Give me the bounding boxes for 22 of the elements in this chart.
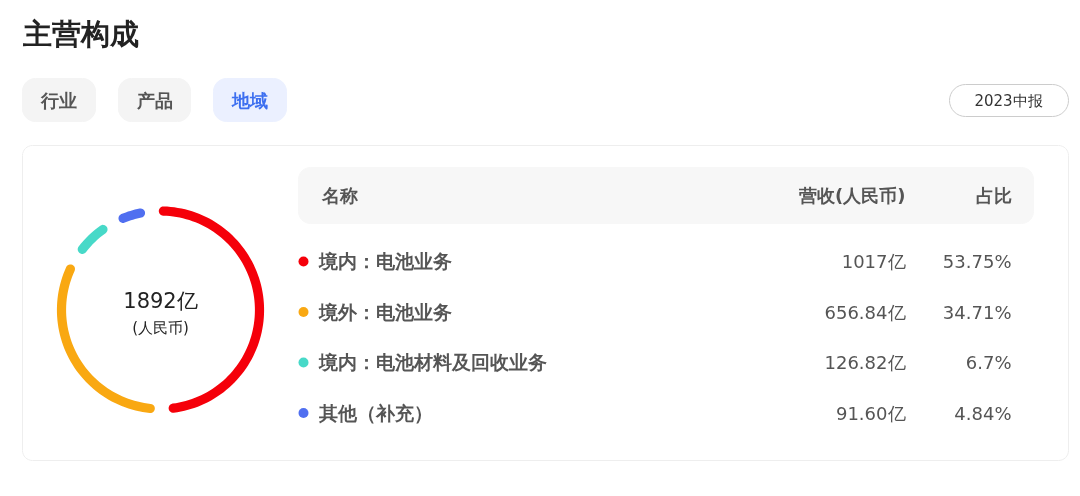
text: 占比 <box>975 185 1012 206</box>
data-label: 126.82亿 <box>824 352 906 373</box>
text: 6.7% <box>965 352 1012 373</box>
text: 营收(人民币) <box>798 185 906 206</box>
data-label: 91.60亿 <box>835 402 906 424</box>
text: 行业 <box>40 90 77 111</box>
text: 4.84% <box>954 402 1012 424</box>
text: 53.75% <box>942 251 1012 272</box>
legend-label: 其他（补充） <box>317 402 433 424</box>
data-label: 1017亿 <box>841 251 906 272</box>
data-label: 656.84亿 <box>824 301 906 323</box>
legend-label: 境内：电池业务 <box>317 251 452 272</box>
text: (人民币) <box>132 318 189 337</box>
text: 1892亿 <box>123 288 198 313</box>
legend-label: 境外：电池业务 <box>317 301 452 323</box>
legend-label: 境内：电池材料及回收业务 <box>317 352 547 373</box>
legend-title: 名称 <box>320 185 358 206</box>
chart-title: 主营构成 <box>21 16 139 51</box>
text: 34.71% <box>942 301 1012 323</box>
text: 地域 <box>231 90 268 111</box>
text: 2023中报 <box>974 91 1043 110</box>
text: 产品 <box>135 90 173 111</box>
